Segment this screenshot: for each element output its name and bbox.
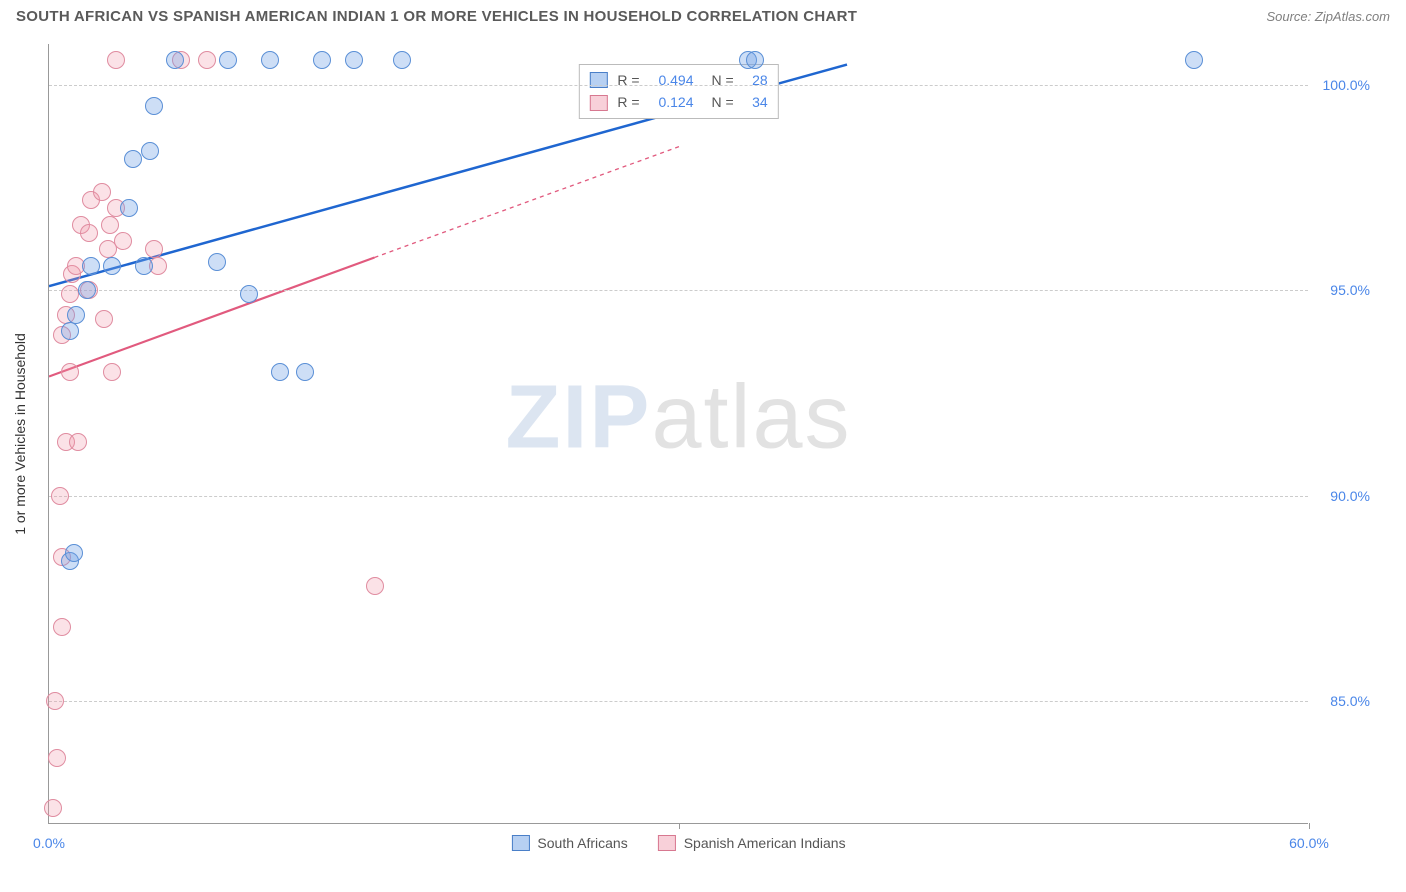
scatter-point: [61, 322, 79, 340]
y-tick-label: 100.0%: [1323, 77, 1370, 93]
scatter-point: [95, 310, 113, 328]
scatter-point: [82, 257, 100, 275]
n-label: N =: [712, 91, 734, 113]
plot-area: ZIPatlas R = 0.494 N = 28 R = 0.124 N = …: [48, 44, 1308, 824]
legend-item-blue: South Africans: [511, 835, 627, 851]
scatter-point: [93, 183, 111, 201]
n-label: N =: [712, 69, 734, 91]
scatter-point: [61, 285, 79, 303]
swatch-pink-icon: [658, 835, 676, 851]
legend-label: South Africans: [537, 835, 627, 851]
scatter-point: [120, 199, 138, 217]
scatter-point: [271, 363, 289, 381]
scatter-point: [80, 224, 98, 242]
scatter-point: [366, 577, 384, 595]
scatter-point: [145, 240, 163, 258]
scatter-point: [746, 51, 764, 69]
scatter-point: [135, 257, 153, 275]
scatter-point: [219, 51, 237, 69]
n-value: 34: [744, 91, 768, 113]
scatter-point: [145, 97, 163, 115]
scatter-point: [48, 749, 66, 767]
chart-container: 1 or more Vehicles in Household ZIPatlas…: [48, 44, 1388, 824]
gridline: [49, 701, 1308, 702]
scatter-point: [103, 257, 121, 275]
scatter-point: [107, 51, 125, 69]
scatter-point: [61, 363, 79, 381]
y-tick-label: 90.0%: [1330, 488, 1370, 504]
scatter-point: [114, 232, 132, 250]
gridline: [49, 290, 1308, 291]
scatter-point: [124, 150, 142, 168]
chart-title: SOUTH AFRICAN VS SPANISH AMERICAN INDIAN…: [16, 8, 857, 25]
r-value: 0.494: [650, 69, 694, 91]
scatter-point: [198, 51, 216, 69]
scatter-point: [1185, 51, 1203, 69]
scatter-point: [208, 253, 226, 271]
scatter-point: [103, 363, 121, 381]
r-label: R =: [617, 91, 639, 113]
legend-label: Spanish American Indians: [684, 835, 846, 851]
scatter-point: [166, 51, 184, 69]
x-tick-label: 60.0%: [1289, 835, 1329, 851]
r-value: 0.124: [650, 91, 694, 113]
swatch-blue-icon: [511, 835, 529, 851]
stats-row-pink: R = 0.124 N = 34: [589, 91, 767, 113]
series-legend: South Africans Spanish American Indians: [511, 835, 845, 851]
scatter-point: [240, 285, 258, 303]
y-tick-label: 95.0%: [1330, 282, 1370, 298]
scatter-point: [296, 363, 314, 381]
scatter-point: [67, 306, 85, 324]
stats-legend: R = 0.494 N = 28 R = 0.124 N = 34: [578, 64, 778, 119]
watermark-atlas: atlas: [651, 367, 851, 467]
watermark: ZIPatlas: [505, 366, 851, 469]
x-tick: [1309, 823, 1310, 829]
scatter-point: [69, 433, 87, 451]
scatter-point: [44, 799, 62, 817]
watermark-zip: ZIP: [505, 367, 651, 467]
scatter-point: [53, 618, 71, 636]
scatter-point: [46, 692, 64, 710]
scatter-point: [51, 487, 69, 505]
x-tick-label: 0.0%: [33, 835, 65, 851]
scatter-point: [101, 216, 119, 234]
source-label: Source: ZipAtlas.com: [1266, 9, 1390, 24]
scatter-point: [261, 51, 279, 69]
legend-item-pink: Spanish American Indians: [658, 835, 846, 851]
stats-row-blue: R = 0.494 N = 28: [589, 69, 767, 91]
scatter-point: [393, 51, 411, 69]
n-value: 28: [744, 69, 768, 91]
gridline: [49, 85, 1308, 86]
scatter-point: [313, 51, 331, 69]
y-axis-label: 1 or more Vehicles in Household: [12, 333, 28, 535]
gridline: [49, 496, 1308, 497]
y-tick-label: 85.0%: [1330, 693, 1370, 709]
x-tick: [679, 823, 680, 829]
scatter-point: [345, 51, 363, 69]
trend-line: [375, 147, 680, 258]
swatch-pink-icon: [589, 95, 607, 111]
scatter-point: [78, 281, 96, 299]
r-label: R =: [617, 69, 639, 91]
scatter-point: [65, 544, 83, 562]
trend-lines: [49, 44, 1309, 824]
scatter-point: [141, 142, 159, 160]
